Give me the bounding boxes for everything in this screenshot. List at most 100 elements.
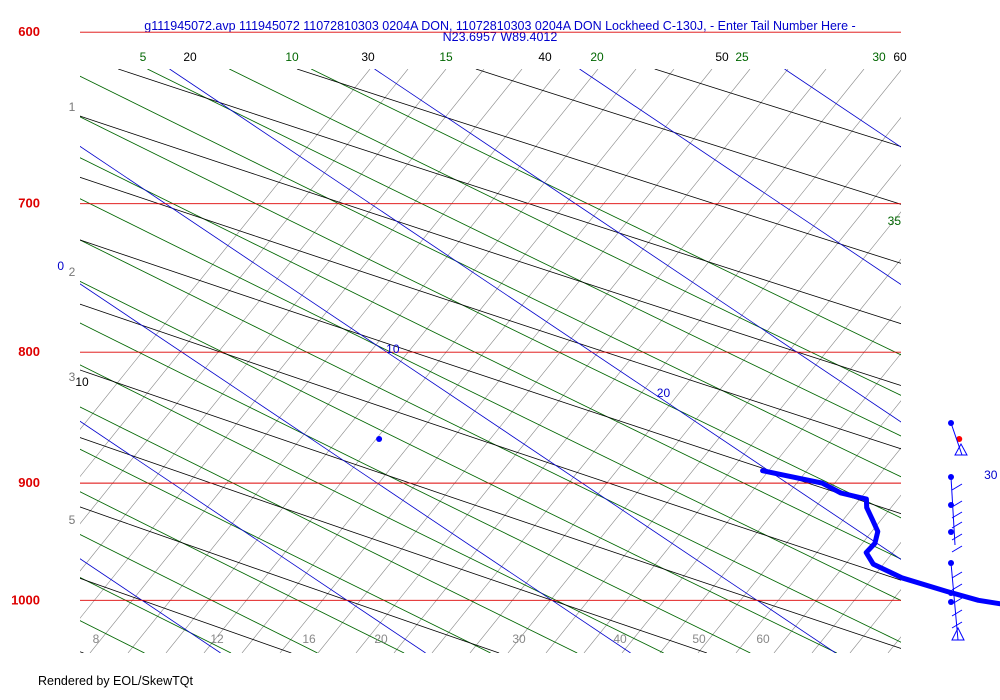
mixing-ratio-label: 50 — [692, 632, 706, 646]
isobar-label: 1000 — [11, 592, 40, 607]
mixing-ratio-line — [80, 69, 371, 430]
wind-barb-pennant — [951, 626, 965, 641]
height-label: 5 — [69, 513, 76, 527]
moist-adiabat-line — [80, 116, 901, 519]
moist-adiabat-line — [80, 576, 232, 653]
isobar-label: 600 — [18, 24, 40, 39]
mixing-ratio-label: 40 — [613, 632, 627, 646]
isotherm-lines — [80, 69, 1000, 653]
footer-credit: Rendered by EOL/SkewTQt — [38, 674, 193, 688]
dry-adiabat-lines — [80, 69, 901, 653]
moist-adiabat-label: 10 — [285, 50, 299, 64]
mixing-ratio-line — [241, 69, 713, 653]
isotherm-line — [784, 69, 901, 148]
isotherm-line — [80, 558, 221, 653]
mixing-ratio-line — [887, 636, 901, 653]
isotherm-label: 20 — [657, 386, 671, 400]
isotherm-line — [374, 69, 901, 423]
wind-barb-feather — [951, 571, 963, 579]
dry-adiabat-label: 50 — [715, 50, 729, 64]
moist-adiabat-line — [80, 280, 837, 653]
dry-adiabat-label: 20 — [183, 50, 197, 64]
wind-barb-staff — [950, 562, 959, 641]
dry-adiabat-line — [80, 176, 901, 450]
mixing-ratio-line — [469, 116, 901, 653]
moist-adiabat-line — [80, 322, 751, 653]
wind-barb-feather — [951, 483, 963, 491]
moist-adiabat-label: 35 — [888, 214, 902, 228]
dry-adiabat-line — [80, 437, 708, 653]
chart-title-line-1: g111945072.avp 111945072 11072810303 020… — [144, 19, 856, 33]
mixing-ratio-line — [583, 258, 901, 653]
height-label: 3 — [69, 370, 76, 384]
mixing-ratio-line — [355, 69, 827, 653]
isotherm-line — [990, 69, 1000, 653]
axis-labels: 6007008009001000-20-10010203040102030405… — [11, 24, 998, 646]
isotherm-line — [80, 420, 426, 653]
mixing-ratio-line — [80, 69, 485, 572]
mixing-ratio-line — [697, 400, 901, 653]
moist-adiabat-line — [80, 406, 578, 653]
wind-barb-feather — [951, 597, 963, 605]
chart-title-line-2: N23.6957 W89.4012 — [442, 30, 558, 44]
mixing-ratio-line — [659, 353, 901, 653]
wind-barb-feather — [951, 621, 963, 629]
mixing-ratio-label: 16 — [302, 632, 316, 646]
wind-barb-feather — [951, 521, 963, 529]
dry-adiabat-line — [80, 115, 901, 386]
wind-barb-feather — [951, 609, 963, 617]
moist-adiabat-line — [311, 69, 901, 356]
mixing-ratio-line — [393, 69, 865, 653]
mixing-ratio-lines — [80, 69, 1000, 653]
mixing-ratio-label: 30 — [512, 632, 526, 646]
mixing-ratio-line — [80, 69, 523, 619]
mixing-ratio-line — [431, 69, 901, 653]
dry-adiabat-label: 40 — [538, 50, 552, 64]
moist-adiabat-line — [147, 69, 901, 437]
dry-adiabat-line — [296, 69, 901, 264]
isotherm-label: 10 — [386, 342, 400, 356]
mixing-ratio-line — [165, 69, 637, 653]
mixing-ratio-line — [926, 69, 1000, 653]
dry-adiabat-label: 10 — [75, 375, 89, 389]
moist-adiabat-label: 15 — [439, 50, 453, 64]
mixing-ratio-line — [279, 69, 751, 653]
dry-adiabat-line — [80, 506, 500, 653]
mixing-ratio-line — [811, 541, 901, 653]
mixing-ratio-line — [773, 494, 901, 653]
temperature-point — [956, 436, 963, 443]
moist-adiabat-line — [80, 239, 901, 643]
wind-barb-feather — [951, 533, 963, 541]
isobar-label: 900 — [18, 475, 40, 490]
dry-adiabat-line — [80, 651, 84, 653]
dewpoint-trace — [760, 468, 1000, 607]
mixing-ratio-label: 12 — [210, 632, 224, 646]
moist-adiabat-line — [80, 157, 901, 560]
moist-adiabat-lines — [80, 69, 901, 653]
moist-adiabat-line — [80, 491, 405, 653]
dry-adiabat-line — [80, 239, 901, 515]
wind-barb-dot — [948, 590, 954, 596]
dry-adiabat-label: 60 — [893, 50, 907, 64]
isotherm-line — [80, 145, 836, 653]
wind-barb-feather — [951, 500, 963, 508]
moist-adiabat-line — [80, 533, 318, 653]
wind-barb-feather — [951, 583, 963, 591]
isotherm-line — [169, 69, 901, 560]
isotherm-line — [579, 69, 901, 285]
mixing-ratio-label: 8 — [93, 632, 100, 646]
mixing-ratio-line — [621, 305, 901, 653]
dry-adiabat-line — [118, 69, 901, 325]
wind-barb-dot — [948, 599, 954, 605]
mixing-ratio-line — [545, 211, 901, 653]
wind-barb-pennant — [954, 442, 968, 456]
moist-adiabat-line — [229, 69, 901, 396]
mixing-ratio-label: 60 — [756, 632, 770, 646]
dry-adiabat-line — [80, 303, 901, 581]
moist-adiabat-label: 5 — [140, 50, 147, 64]
wind-barb-staff — [950, 476, 956, 546]
moist-adiabat-line — [80, 448, 491, 653]
mixing-ratio-line — [735, 447, 901, 653]
isobar-label: 800 — [18, 344, 40, 359]
